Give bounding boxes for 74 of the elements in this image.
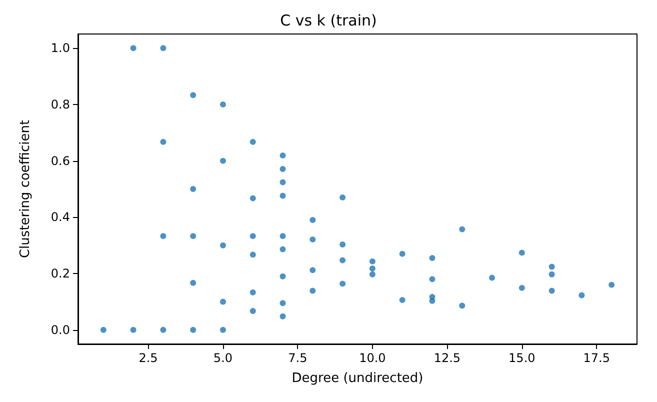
point: [280, 233, 286, 240]
point: [190, 326, 196, 333]
point: [190, 92, 196, 98]
point: [310, 267, 316, 274]
x-tick-label: 7.5: [288, 351, 308, 365]
y-tick-label: 0.2: [50, 266, 70, 281]
point: [310, 217, 316, 223]
point: [280, 246, 286, 252]
point: [250, 308, 256, 314]
point: [518, 284, 525, 291]
point: [399, 297, 406, 304]
y-axis-title: Clustering coefficient: [18, 120, 33, 258]
point: [518, 250, 525, 256]
point: [578, 292, 585, 298]
point: [369, 258, 376, 264]
point: [220, 326, 226, 333]
point: [280, 166, 286, 172]
point: [459, 302, 466, 309]
point: [160, 45, 166, 52]
point: [340, 194, 346, 200]
point: [548, 264, 555, 270]
x-tick-label: 2.5: [138, 351, 158, 365]
point: [369, 265, 376, 272]
x-tick-label: 15.0: [508, 351, 536, 365]
y-tick-label: 0.6: [50, 154, 70, 168]
point: [429, 255, 436, 262]
point: [369, 271, 376, 278]
point: [280, 273, 286, 280]
chart-title: C vs k (train): [280, 12, 377, 30]
point: [608, 282, 615, 288]
point: [548, 288, 555, 294]
point: [130, 45, 136, 52]
point: [130, 326, 136, 333]
x-tick-label: 12.5: [434, 351, 461, 365]
point: [250, 195, 256, 202]
point: [280, 300, 286, 306]
point: [280, 313, 286, 320]
point: [190, 280, 196, 286]
y-tick-label: 0.0: [50, 322, 70, 337]
point: [250, 289, 256, 296]
x-tick-label: 5.0: [213, 351, 233, 365]
point: [340, 257, 346, 264]
point: [250, 233, 256, 240]
point: [220, 298, 226, 305]
point: [459, 226, 466, 232]
point: [220, 101, 226, 108]
x-tick-label: 10.0: [359, 351, 386, 365]
point: [160, 326, 166, 333]
point: [100, 326, 106, 333]
point: [190, 186, 196, 192]
point: [280, 192, 286, 199]
point: [429, 298, 436, 304]
point: [220, 242, 226, 248]
point: [160, 138, 166, 145]
point: [340, 242, 346, 248]
point: [548, 271, 555, 278]
y-tick-label: 0.8: [50, 97, 70, 112]
point: [220, 158, 226, 164]
y-tick-label: 1.0: [50, 41, 70, 56]
point: [160, 233, 166, 240]
point: [310, 288, 316, 294]
point: [280, 152, 286, 158]
point: [340, 280, 346, 287]
point: [280, 179, 286, 186]
point: [310, 236, 316, 242]
y-tick-label: 0.4: [50, 210, 70, 224]
x-axis-title: Degree (undirected): [292, 371, 424, 386]
point: [250, 252, 256, 258]
x-tick-label: 17.5: [583, 351, 610, 365]
point: [489, 274, 496, 281]
point: [190, 233, 196, 240]
point: [250, 138, 256, 145]
point: [399, 250, 406, 257]
point: [429, 276, 436, 282]
